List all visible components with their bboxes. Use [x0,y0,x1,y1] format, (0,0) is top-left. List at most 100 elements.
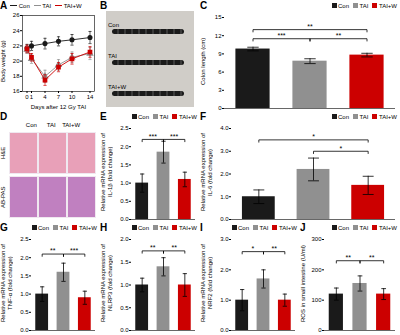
svg-text:3: 3 [218,87,222,93]
svg-text:0.5: 0.5 [120,198,129,204]
svg-text:1.0: 1.0 [120,180,129,186]
svg-text:0.0: 0.0 [120,327,129,333]
svg-text:0.5: 0.5 [120,305,129,311]
svg-text:2.0: 2.0 [20,255,29,261]
html-text:TAI+W: TAI+W [178,113,197,120]
svg-text:2.5: 2.5 [20,236,29,242]
html-text:TAI+W: TAI+W [178,224,197,231]
svg-text:7: 7 [57,94,61,100]
html-text:TAI: TAI [159,224,169,231]
svg-text:2.5: 2.5 [120,125,129,131]
svg-text:**: ** [345,254,351,261]
svg-text:0.5: 0.5 [20,309,29,315]
html-text:TAI: TAI [42,2,52,9]
svg-text:1.0: 1.0 [20,291,29,297]
html-text:TAI+W: TAI+W [78,224,97,231]
svg-text:**: ** [171,244,177,251]
html-text:TAI+W: TAI+W [63,2,82,9]
html-text:Relative mRNA expression of IL: Relative mRNA expression of IL-1β (fold … [100,133,113,211]
svg-text:0.0: 0.0 [20,327,29,333]
svg-text:*: * [251,245,254,252]
svg-text:16: 16 [13,88,20,94]
html-text:Relative mRNA expression of IL: Relative mRNA expression of IL-6 (fold c… [200,133,213,211]
html-text:TAI: TAI [359,113,369,120]
svg-text:3.0: 3.0 [220,236,229,242]
html-text:D: D [0,111,8,122]
svg-text:1: 1 [30,94,34,100]
svg-text:12: 12 [215,33,222,39]
html-text:Con: Con [38,224,49,231]
html-text:Con: Con [338,2,349,9]
svg-text:26: 26 [13,12,20,18]
svg-text:**: ** [150,244,156,251]
html-text:G: G [0,222,8,233]
svg-text:15: 15 [215,14,222,20]
svg-text:22: 22 [13,43,20,49]
svg-text:***: *** [277,32,285,39]
svg-text:4: 4 [43,94,47,100]
svg-text:2.0: 2.0 [220,267,229,273]
svg-text:200: 200 [311,267,322,273]
svg-text:*: * [339,145,342,152]
html-text:Relative mRNA expression of NR: Relative mRNA expression of NRF2 (fold c… [200,244,213,322]
svg-text:0.0: 0.0 [220,216,229,222]
svg-text:**: ** [271,245,277,252]
html-text:Con: Con [138,224,149,231]
html-text:TAI: TAI [359,2,369,9]
html-text:A: A [0,0,8,11]
svg-text:**: ** [50,247,56,254]
svg-text:0: 0 [318,327,322,333]
svg-text:1.5: 1.5 [20,273,29,279]
svg-text:1.0: 1.0 [220,297,229,303]
html-text:H: H [100,222,108,233]
svg-text:0.0: 0.0 [220,327,229,333]
svg-text:*: * [312,133,315,140]
svg-text:9: 9 [218,51,222,57]
html-text:Con: Con [338,113,349,120]
svg-text:6: 6 [218,69,222,75]
svg-text:**: ** [307,23,313,30]
svg-text:10: 10 [69,94,76,100]
html-text:Con: Con [108,22,119,29]
svg-text:1.5: 1.5 [120,259,129,265]
svg-text:***: *** [170,133,178,140]
html-text:B: B [100,0,108,11]
html-text:TAI+W: TAI+W [378,2,397,9]
svg-text:2.0: 2.0 [120,144,129,150]
html-text:TAI: TAI [59,224,69,231]
svg-text:4.0: 4.0 [220,125,229,131]
html-text:TAI+W: TAI+W [278,224,297,231]
svg-text:2.0: 2.0 [120,236,129,242]
html-text:Relative mRNA expression of TN: Relative mRNA expression of TNF-α (fold … [0,244,13,322]
svg-text:**: ** [336,32,342,39]
svg-text:0: 0 [25,94,29,100]
html-text:Relative mRNA expression of NL: Relative mRNA expression of NLRP3 (fold … [100,244,113,322]
html-text:Con: Con [238,224,249,231]
html-text:TAI: TAI [259,224,269,231]
svg-text:***: *** [149,133,157,140]
html-text:TAI: TAI [159,113,169,120]
svg-text:0: 0 [218,105,222,111]
svg-text:14: 14 [87,94,94,100]
svg-text:24: 24 [13,28,20,34]
svg-text:1.0: 1.0 [220,194,229,200]
svg-text:Days after 12 Gy TAI: Days after 12 Gy TAI [31,104,87,110]
svg-text:2.0: 2.0 [220,171,229,177]
html-text:TAI+W: TAI+W [108,83,127,90]
html-text:F: F [200,111,207,122]
svg-text:1.0: 1.0 [120,282,129,288]
svg-text:100: 100 [311,297,322,303]
html-text:C: C [200,0,208,11]
svg-text:***: *** [70,247,78,254]
svg-text:18: 18 [13,73,20,79]
svg-text:**: ** [369,254,375,261]
svg-text:3.0: 3.0 [220,148,229,154]
html-text:E: E [100,111,107,122]
svg-text:20: 20 [13,58,20,64]
svg-text:1.5: 1.5 [120,162,129,168]
svg-text:0.0: 0.0 [120,216,129,222]
svg-text:300: 300 [311,236,322,242]
html-text:Con: Con [18,2,30,9]
html-text:Con: Con [138,113,149,120]
html-text:TAI+W: TAI+W [378,113,397,120]
